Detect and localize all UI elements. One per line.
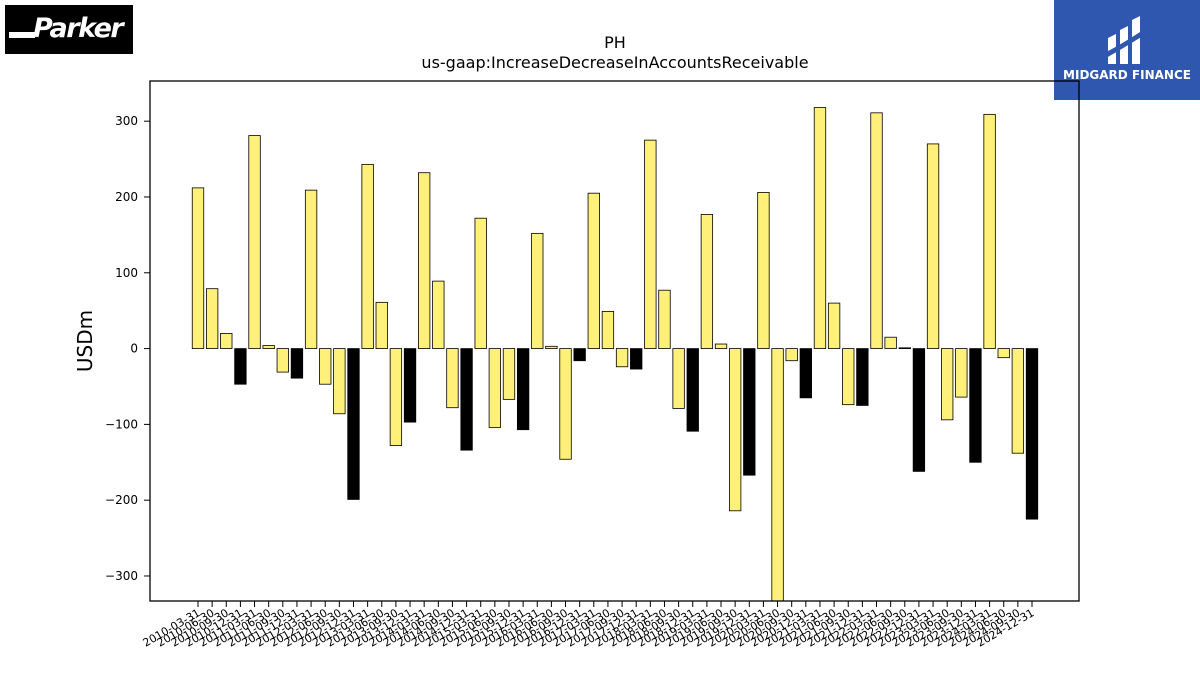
bar-2010-09-30 [220,333,233,349]
bar-2017-12-31 [630,348,643,370]
bar-2022-03-31 [870,112,883,349]
y-tick-label: 300 [115,114,138,128]
bar-2020-09-30 [785,348,798,362]
bar-2013-03-31 [361,163,374,349]
bar-2023-09-30 [955,348,968,398]
bar-2017-03-31 [587,192,600,349]
bar-2020-06-30 [771,348,784,602]
parker-logo-bar [9,32,35,38]
chart-subtitle: us-gaap:IncreaseDecreaseInAccountsReceiv… [421,53,808,72]
bar-2016-06-30 [545,345,558,349]
midgard-finance-logo: MIDGARD FINANCE [1054,0,1200,100]
bar-2019-03-31 [700,214,714,349]
bar-2013-06-30 [375,301,388,349]
parker-logo-text: Parker [33,13,124,44]
bar-2014-12-31 [460,348,473,451]
bar-2017-06-30 [601,311,615,349]
y-axis-label: USDm [73,310,97,372]
bar-2011-12-31 [290,348,304,379]
bar-2016-03-31 [531,232,544,349]
bar-2017-09-30 [615,348,629,368]
bar-2018-12-31 [686,348,699,432]
bar-2014-03-31 [418,172,431,349]
bar-2024-09-30 [1011,348,1025,454]
midgard-mark-icon [1106,16,1146,64]
y-tick-label: 200 [115,190,138,204]
bar-2012-03-31 [304,189,318,349]
y-tick-label: −100 [105,417,138,431]
bar-2010-06-30 [205,288,219,349]
bar-2011-09-30 [276,348,289,373]
bar-2012-12-31 [347,348,360,500]
bar-2011-03-31 [248,135,261,349]
y-tick-label: 100 [115,266,138,280]
bar-2018-03-31 [644,139,657,349]
bar-2023-03-31 [926,143,940,349]
y-axis-ticks: −300 −200 −100 0 100 200 300 [105,114,150,583]
x-axis-ticks: 2010-03-312010-06-302010-09-302010-12-31… [141,601,1037,650]
bar-2019-12-31 [743,348,756,476]
bar-2022-12-31 [912,348,926,472]
bar-2022-09-30 [898,347,911,350]
bar-2010-03-31 [191,187,205,349]
bar-2021-03-31 [813,107,827,349]
bar-2020-12-31 [799,348,812,399]
bar-2024-06-30 [997,348,1010,359]
plot-frame [149,80,1080,602]
chart-title: PH [604,33,626,52]
bar-2013-12-31 [403,348,417,423]
bar-2016-09-30 [559,348,572,460]
y-tick-label: 0 [130,342,138,356]
bar-2023-06-30 [941,348,954,421]
bar-2012-09-30 [333,348,346,415]
y-tick-label: −300 [105,569,138,583]
bar-2018-06-30 [658,289,671,349]
bar-2021-06-30 [827,302,841,349]
bar-2018-09-30 [672,348,685,409]
midgard-logo-text: MIDGARD FINANCE [1063,68,1191,82]
bar-2020-03-31 [757,192,770,349]
bar-2013-09-30 [389,348,403,447]
bar-2021-12-31 [856,348,869,406]
bar-2015-09-30 [502,348,516,400]
bar-2021-09-30 [842,348,855,406]
bar-2012-06-30 [319,348,332,385]
bar-2011-06-30 [262,345,275,349]
bar-2014-09-30 [446,348,459,409]
bar-2010-12-31 [234,348,247,385]
bar-2019-09-30 [729,348,742,512]
bar-2022-06-30 [884,336,897,349]
y-tick-label: −200 [105,493,138,507]
bar-2019-06-30 [714,343,728,349]
bar-2015-12-31 [516,348,530,431]
bar-2014-06-30 [432,280,445,349]
bar-2024-12-31 [1025,348,1039,520]
bar-series [191,107,1039,602]
parker-logo: Parker [5,5,133,54]
bar-2015-06-30 [488,348,502,428]
bar-2016-12-31 [573,348,586,362]
bar-2023-12-31 [969,348,982,463]
bar-2015-03-31 [474,217,487,349]
bar-2024-03-31 [983,113,996,349]
